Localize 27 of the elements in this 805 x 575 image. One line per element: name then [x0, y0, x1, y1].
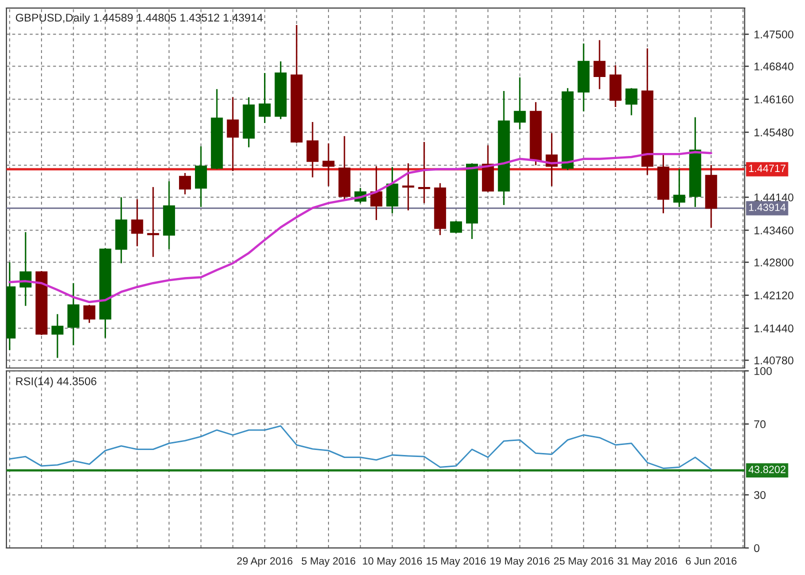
x-tick-label: 31 May 2016: [618, 557, 678, 567]
x-tick-label: 15 May 2016: [426, 557, 486, 567]
y-tick-label: 70: [754, 420, 766, 428]
text: RSI(14) 44.3506: [16, 377, 96, 388]
y-tick-label: 1.42120: [754, 292, 794, 300]
y-tick-label: 1.40780: [754, 356, 794, 364]
x-tick-label: 10 May 2016: [362, 557, 422, 567]
chart-title: GBPUSD,Daily 1.44589 1.44805 1.43512 1.43914: [16, 13, 263, 24]
y-tick-label: 1.46840: [754, 62, 794, 70]
x-tick-label: 6 Jun 2016: [686, 557, 736, 565]
x-tick-label: 25 May 2016: [554, 557, 614, 567]
y-tick-label: 0: [754, 544, 760, 552]
y-tick-label: 1.44140: [754, 194, 794, 202]
x-tick-label: 5 May 2016: [302, 557, 356, 567]
y-tick-label: 1.45480: [754, 128, 794, 136]
ref-line-label: 1.44717: [749, 164, 786, 172]
x-tick-label: 29 Apr 2016: [237, 557, 292, 567]
y-tick-label: 100: [754, 367, 772, 376]
y-tick-label: 30: [754, 491, 766, 499]
ref-line-label: 43.8202: [748, 466, 786, 474]
y-tick-label: 1.42800: [754, 258, 794, 266]
y-tick-label: 1.43460: [754, 226, 794, 234]
ref-line-label: 1.43914: [749, 204, 786, 211]
x-tick-label: 19 May 2016: [490, 557, 550, 567]
y-tick-label: 1.46160: [754, 96, 794, 104]
y-tick-label: 1.41440: [754, 324, 794, 332]
y-tick-label: 1.47500: [754, 30, 794, 38]
